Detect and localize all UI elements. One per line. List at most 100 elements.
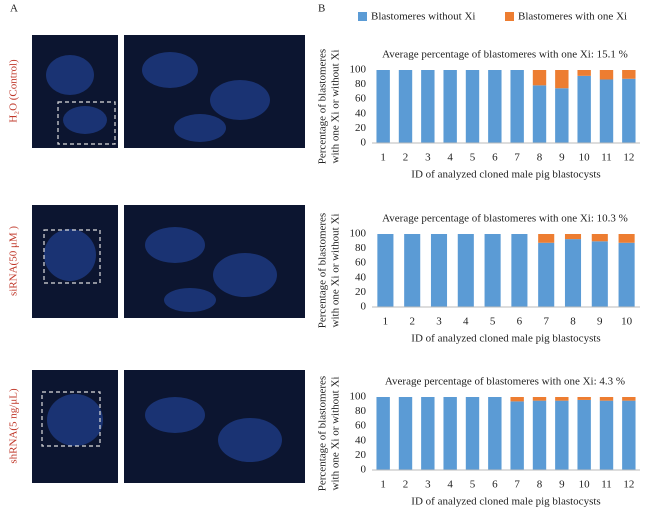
- x-tick-label: 12: [623, 479, 634, 491]
- legend-label: Blastomeres without Xi: [371, 11, 476, 23]
- y-axis-label: with one Xi or without Xi: [330, 377, 342, 491]
- image-label: shRNA(5 ng/μL): [8, 388, 20, 464]
- y-tick-label: 100: [350, 64, 367, 76]
- y-tick-label: 20: [355, 286, 367, 298]
- x-tick-label: 10: [579, 152, 591, 164]
- y-tick-label: 60: [355, 257, 367, 269]
- x-tick-label: 10: [621, 316, 633, 328]
- bar-segment: [510, 397, 524, 402]
- bar-segment: [532, 85, 547, 143]
- bar-segment: [538, 242, 555, 307]
- bar-segment: [465, 397, 480, 470]
- y-axis-label: Percentage of blastomeres: [317, 213, 329, 328]
- chart-title: Average percentage of blastomeres with o…: [382, 49, 628, 61]
- x-tick-label: 4: [447, 479, 453, 491]
- bar-segment: [457, 234, 474, 307]
- bar-segment: [532, 397, 547, 401]
- x-tick-label: 7: [514, 152, 520, 164]
- bar-segment: [421, 70, 435, 143]
- bar-segment: [484, 234, 501, 307]
- bar-segment: [555, 400, 569, 470]
- x-tick-label: 2: [409, 316, 415, 328]
- y-tick-label: 40: [355, 434, 367, 446]
- x-tick-label: 9: [597, 316, 603, 328]
- x-tick-label: 6: [492, 479, 498, 491]
- bar-segment: [488, 397, 502, 470]
- micrograph-row: shRNA(5 ng/μL): [8, 370, 305, 483]
- x-tick-label: 7: [543, 316, 549, 328]
- y-tick-label: 60: [355, 93, 367, 105]
- bar-segment: [532, 400, 547, 470]
- bar-segment: [564, 239, 582, 307]
- bar-segment: [443, 397, 457, 470]
- x-tick-label: 8: [537, 479, 543, 491]
- image-label: siRNA(50 μM ): [8, 226, 20, 296]
- bar-segment: [555, 88, 569, 143]
- panel-label: A: [10, 3, 18, 15]
- bar-segment: [618, 242, 635, 307]
- bar-segment: [622, 78, 636, 143]
- y-tick-label: 60: [355, 420, 367, 432]
- bar-segment: [599, 397, 614, 401]
- panel-label: B: [318, 3, 325, 15]
- bar-segment: [577, 70, 591, 76]
- bar-segment: [555, 397, 569, 401]
- bar-segment: [421, 397, 435, 470]
- micrograph-row: H₂O (Control): [8, 35, 305, 148]
- bar-segment: [577, 399, 591, 470]
- x-axis-label: ID of analyzed cloned male pig blastocys…: [411, 333, 600, 345]
- y-tick-label: 100: [350, 228, 367, 240]
- x-tick-label: 1: [380, 479, 386, 491]
- legend-swatch: [358, 12, 367, 21]
- bar-segment: [599, 79, 614, 143]
- x-tick-label: 11: [601, 479, 612, 491]
- y-tick-label: 40: [355, 107, 367, 119]
- bar-segment: [510, 401, 524, 470]
- bar-segment: [577, 75, 591, 143]
- x-tick-label: 10: [579, 479, 591, 491]
- y-tick-label: 20: [355, 122, 367, 134]
- y-tick-label: 80: [355, 78, 367, 90]
- x-tick-label: 3: [436, 316, 442, 328]
- x-axis-label: ID of analyzed cloned male pig blastocys…: [411, 496, 600, 508]
- x-tick-label: 8: [537, 152, 543, 164]
- bar-segment: [443, 70, 457, 143]
- bar-segment: [510, 70, 524, 143]
- y-axis-label: with one Xi or without Xi: [330, 214, 342, 328]
- bar-segment: [465, 70, 480, 143]
- bar-segment: [564, 234, 582, 240]
- bar-segment: [538, 234, 555, 243]
- x-tick-label: 5: [470, 152, 476, 164]
- y-tick-label: 80: [355, 405, 367, 417]
- bar-segment: [599, 400, 614, 470]
- x-tick-label: 3: [425, 479, 431, 491]
- micrograph-row: siRNA(50 μM ): [8, 205, 305, 318]
- bar-segment: [398, 70, 413, 143]
- x-tick-label: 2: [403, 479, 409, 491]
- legend-swatch: [505, 12, 514, 21]
- x-tick-label: 6: [517, 316, 523, 328]
- bar-segment: [398, 397, 413, 470]
- bar-segment: [622, 70, 636, 79]
- x-tick-label: 11: [601, 152, 612, 164]
- x-tick-label: 9: [559, 479, 565, 491]
- x-tick-label: 7: [514, 479, 520, 491]
- y-tick-label: 20: [355, 449, 367, 461]
- bar-segment: [532, 70, 547, 86]
- bar-segment: [404, 234, 421, 307]
- y-tick-label: 100: [350, 391, 367, 403]
- x-tick-label: 3: [425, 152, 431, 164]
- y-axis-label: Percentage of blastomeres: [317, 376, 329, 491]
- bar-segment: [599, 70, 614, 80]
- x-tick-label: 9: [559, 152, 565, 164]
- bar-segment: [618, 234, 635, 243]
- x-tick-label: 1: [383, 316, 389, 328]
- bar-segment: [622, 397, 636, 401]
- bar-segment: [511, 234, 528, 307]
- x-tick-label: 6: [492, 152, 498, 164]
- bar-segment: [591, 241, 608, 307]
- x-tick-label: 2: [403, 152, 409, 164]
- chart-title: Average percentage of blastomeres with o…: [382, 213, 628, 225]
- legend-label: Blastomeres with one Xi: [518, 11, 627, 23]
- bar-segment: [376, 70, 390, 143]
